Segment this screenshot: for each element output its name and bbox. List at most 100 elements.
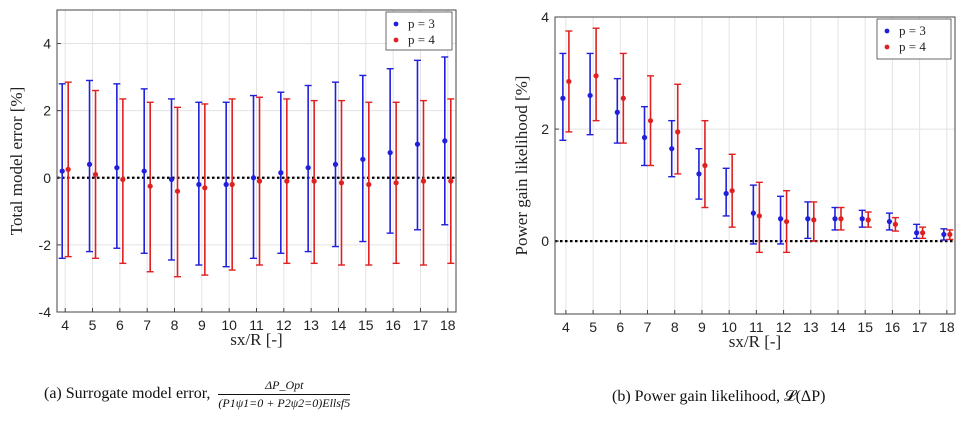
caption-b-text: (b) Power gain likelihood, 𝓛(ΔP): [612, 388, 826, 405]
mean-point-1: [614, 109, 620, 115]
x-tick-label: 17: [912, 319, 928, 335]
mean-point-2: [256, 178, 263, 184]
mean-point-1: [560, 95, 566, 101]
mean-point-1: [387, 150, 393, 156]
mean-point-1: [587, 92, 593, 99]
legend-marker-2: [884, 44, 890, 50]
mean-point-2: [647, 118, 654, 124]
mean-point-2: [675, 129, 681, 135]
mean-point-1: [832, 216, 838, 222]
mean-point-1: [86, 161, 93, 167]
mean-point-1: [305, 165, 311, 171]
mean-point-1: [696, 171, 702, 177]
legend: p = 3p = 4: [385, 11, 453, 51]
axes-box: [554, 16, 956, 315]
legend-label-2: p = 4: [408, 32, 435, 47]
x-tick-label: 14: [331, 317, 347, 333]
x-tick-label: 7: [143, 317, 151, 333]
x-tick-label: 11: [749, 319, 764, 335]
mean-point-2: [566, 78, 572, 85]
mean-point-1: [141, 168, 147, 174]
mean-point-2: [729, 188, 735, 194]
mean-point-1: [250, 175, 257, 181]
mean-point-2: [229, 181, 235, 188]
x-tick-label: 5: [89, 317, 97, 333]
x-tick-label: 7: [644, 319, 652, 335]
x-axis-label: sx/R [-]: [230, 330, 282, 349]
mean-point-1: [777, 216, 784, 222]
x-tick-label: 5: [589, 319, 597, 335]
legend-label-1: p = 3: [408, 16, 435, 31]
mean-point-1: [168, 176, 175, 183]
mean-point-2: [311, 178, 317, 184]
caption-a-denominator: (P1ψ1=0 + P2ψ2=0)Ellsf5: [218, 396, 351, 410]
mean-point-1: [914, 230, 920, 236]
mean-point-2: [811, 217, 817, 223]
mean-point-2: [756, 213, 762, 219]
legend-marker-1: [393, 21, 399, 27]
mean-point-1: [859, 216, 865, 222]
x-tick-label: 10: [721, 319, 737, 335]
x-tick-label: 13: [803, 319, 819, 335]
x-tick-label: 18: [440, 317, 456, 333]
mean-point-2: [702, 162, 708, 169]
mean-point-2: [393, 180, 399, 186]
mean-point-2: [92, 171, 99, 178]
x-tick-label: 12: [276, 317, 292, 333]
legend-box: [385, 11, 453, 51]
x-tick-label: 4: [562, 319, 570, 335]
y-tick-label: -2: [39, 237, 52, 253]
mean-point-2: [147, 183, 153, 189]
caption-a-numerator: ΔP_Opt: [218, 378, 351, 395]
mean-point-1: [59, 168, 65, 174]
mean-point-2: [593, 73, 599, 79]
caption-a: (a) Surrogate model error, ΔP_Opt (P1ψ1=…: [44, 378, 351, 411]
mean-point-2: [448, 178, 454, 184]
y-tick-label: 0: [43, 170, 51, 186]
mean-point-2: [838, 216, 844, 222]
mean-point-1: [442, 138, 448, 144]
mean-point-1: [805, 216, 811, 222]
mean-point-2: [366, 181, 372, 188]
y-tick-label: 0: [541, 233, 549, 249]
legend: p = 3p = 4: [876, 18, 952, 60]
mean-point-1: [641, 134, 648, 141]
mean-point-1: [114, 165, 120, 171]
panel-a-surrogate-model-error: 4 5 6 7 8 9 10 11 12 13 14 15 16 17 18 -4 -2 0 2 4 sx/R [-] T…: [7, 9, 457, 349]
mean-point-2: [284, 178, 290, 184]
y-tick-label: 2: [541, 121, 549, 137]
x-tick-label: 4: [61, 317, 69, 333]
mean-point-2: [202, 185, 208, 191]
mean-point-2: [338, 180, 345, 186]
x-tick-label: 10: [221, 317, 237, 333]
mean-point-1: [223, 181, 229, 188]
x-tick-label: 6: [616, 319, 624, 335]
mean-point-2: [65, 166, 71, 172]
mean-point-1: [669, 146, 675, 152]
legend-marker-1: [884, 28, 890, 34]
mean-point-2: [120, 176, 126, 183]
caption-b: (b) Power gain likelihood, 𝓛(ΔP): [612, 388, 825, 406]
x-tick-label: 14: [830, 319, 846, 335]
mean-point-2: [420, 178, 427, 184]
panel-b-power-gain-likelihood: 4 5 6 7 8 9 10 11 12 13 14 15 16 17 18 0 2 4 sx/R [-] Power…: [512, 9, 956, 351]
mean-point-1: [750, 210, 756, 216]
x-tick-label: 13: [303, 317, 319, 333]
mean-point-1: [196, 181, 202, 188]
mean-point-1: [886, 218, 893, 225]
y-tick-label: -4: [39, 304, 52, 320]
mean-point-2: [174, 188, 181, 194]
x-tick-label: 11: [249, 317, 264, 333]
y-axis-label: Total model error [%]: [7, 87, 26, 235]
legend-marker-2: [393, 37, 399, 43]
y-axis-label: Power gain likelihood [%]: [512, 76, 531, 256]
x-tick-label: 9: [198, 317, 206, 333]
x-tick-label: 8: [671, 319, 679, 335]
x-tick-label: 16: [385, 317, 401, 333]
caption-a-text: (a) Surrogate model error,: [44, 385, 211, 403]
mean-point-1: [278, 170, 284, 176]
x-tick-label: 18: [939, 319, 955, 335]
x-tick-label: 8: [171, 317, 179, 333]
mean-point-2: [620, 95, 626, 101]
